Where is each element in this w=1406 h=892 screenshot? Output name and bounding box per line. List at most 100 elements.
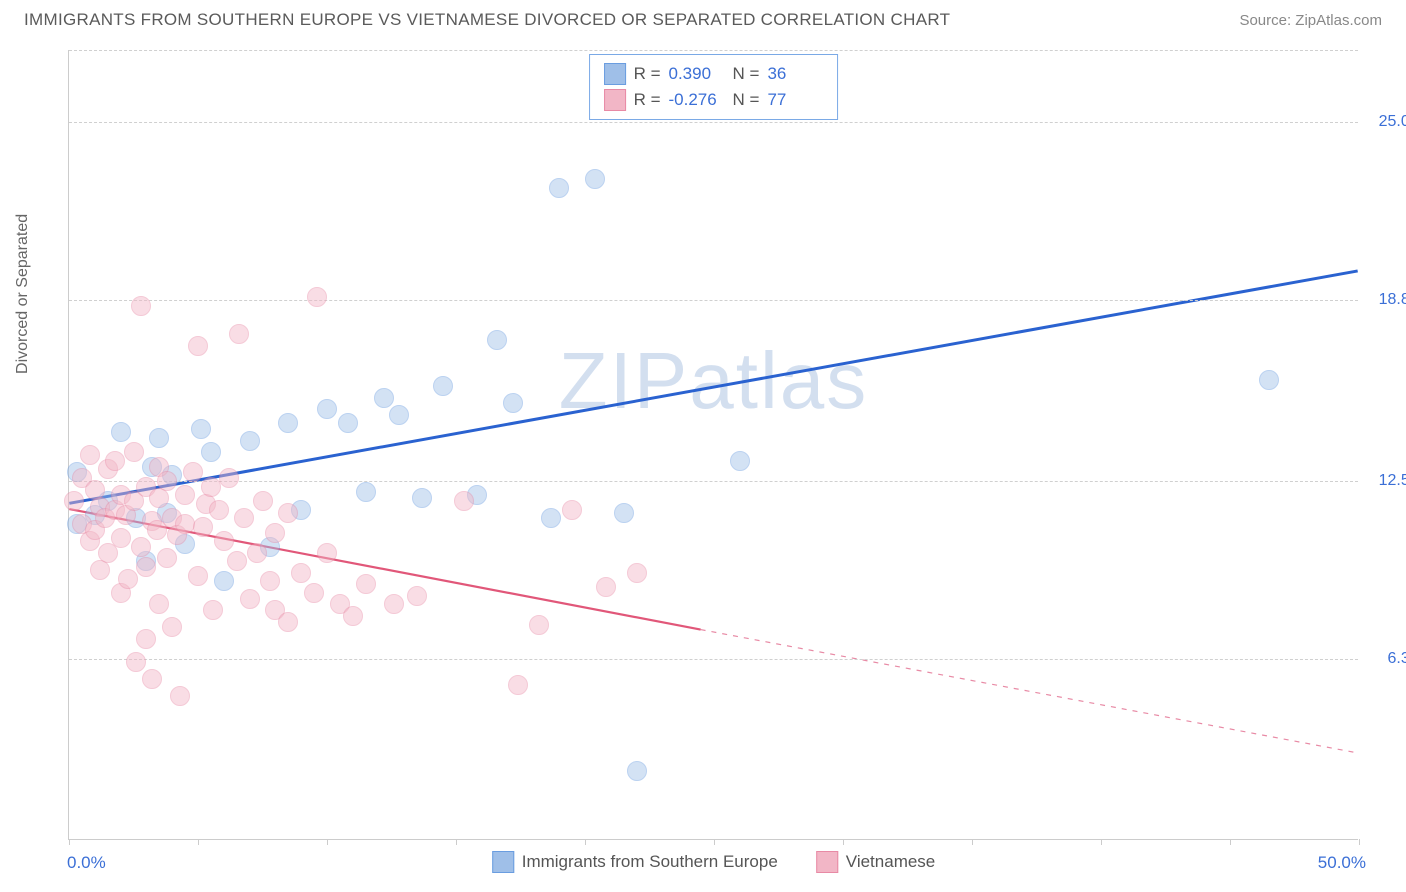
y-tick-label: 6.3% [1388,650,1406,668]
x-tick [456,839,457,845]
y-tick-label: 12.5% [1379,472,1406,490]
x-tick [198,839,199,845]
x-tick [843,839,844,845]
legend-swatch [604,63,626,85]
scatter-point [191,419,211,439]
scatter-point [64,491,84,511]
x-tick [327,839,328,845]
scatter-point [203,600,223,620]
scatter-point [356,482,376,502]
gridline [69,659,1358,660]
trend-line [701,630,1358,753]
scatter-point [304,583,324,603]
scatter-point [529,615,549,635]
r-label: R = [634,90,661,110]
scatter-point [157,548,177,568]
scatter-point [503,393,523,413]
scatter-point [260,571,280,591]
scatter-point [136,629,156,649]
scatter-point [454,491,474,511]
scatter-point [90,560,110,580]
scatter-point [105,451,125,471]
n-value: 36 [767,64,823,84]
r-value: -0.276 [669,90,725,110]
scatter-point [247,543,267,563]
scatter-point [433,376,453,396]
scatter-point [1259,370,1279,390]
n-label: N = [733,64,760,84]
scatter-point [111,422,131,442]
scatter-point [193,517,213,537]
trend-line [69,271,1357,503]
x-tick [1101,839,1102,845]
scatter-point [131,296,151,316]
scatter-point [183,462,203,482]
scatter-point [149,594,169,614]
legend-row: R = -0.276 N = 77 [604,87,824,113]
scatter-point [389,405,409,425]
scatter-point [162,617,182,637]
legend-swatch [492,851,514,873]
page-title: IMMIGRANTS FROM SOUTHERN EUROPE VS VIETN… [24,10,950,30]
trend-lines [69,50,1358,839]
scatter-point [278,503,298,523]
scatter-point [614,503,634,523]
legend-item: Vietnamese [816,851,935,873]
scatter-point [111,528,131,548]
y-axis-label: Divorced or Separated [14,214,32,374]
gridline [69,300,1358,301]
correlation-legend: R =0.390N =36R =-0.276N =77 [589,54,839,120]
scatter-point [291,563,311,583]
scatter-point [157,471,177,491]
gridline [69,122,1358,123]
scatter-point [317,399,337,419]
scatter-point [188,566,208,586]
scatter-point [126,652,146,672]
scatter-point [149,488,169,508]
scatter-point [338,413,358,433]
scatter-point [219,468,239,488]
scatter-point [124,442,144,462]
x-tick [69,839,70,845]
x-tick [972,839,973,845]
series-legend: Immigrants from Southern Europe Vietnames… [492,851,936,873]
correlation-chart: Divorced or Separated ZIPatlas R =0.390N… [48,50,1378,840]
scatter-point [149,428,169,448]
scatter-point [80,445,100,465]
scatter-point [343,606,363,626]
scatter-point [214,571,234,591]
scatter-point [412,488,432,508]
scatter-point [227,551,247,571]
legend-item: Immigrants from Southern Europe [492,851,778,873]
scatter-point [307,287,327,307]
scatter-point [201,442,221,462]
y-tick-label: 25.0% [1379,113,1406,131]
scatter-point [265,523,285,543]
scatter-point [487,330,507,350]
scatter-point [175,485,195,505]
x-tick [585,839,586,845]
n-label: N = [733,90,760,110]
scatter-point [407,586,427,606]
scatter-point [627,563,647,583]
x-min-label: 0.0% [67,853,106,873]
scatter-point [118,569,138,589]
legend-row: R =0.390N =36 [604,61,824,87]
x-tick [714,839,715,845]
scatter-point [585,169,605,189]
scatter-point [201,477,221,497]
scatter-point [730,451,750,471]
r-label: R = [634,64,661,84]
scatter-point [175,514,195,534]
n-value: 77 [767,90,823,110]
scatter-point [384,594,404,614]
legend-label: Immigrants from Southern Europe [522,852,778,872]
legend-label: Vietnamese [846,852,935,872]
scatter-point [549,178,569,198]
scatter-point [356,574,376,594]
scatter-point [240,431,260,451]
scatter-point [136,557,156,577]
x-tick [1359,839,1360,845]
scatter-point [541,508,561,528]
scatter-point [374,388,394,408]
